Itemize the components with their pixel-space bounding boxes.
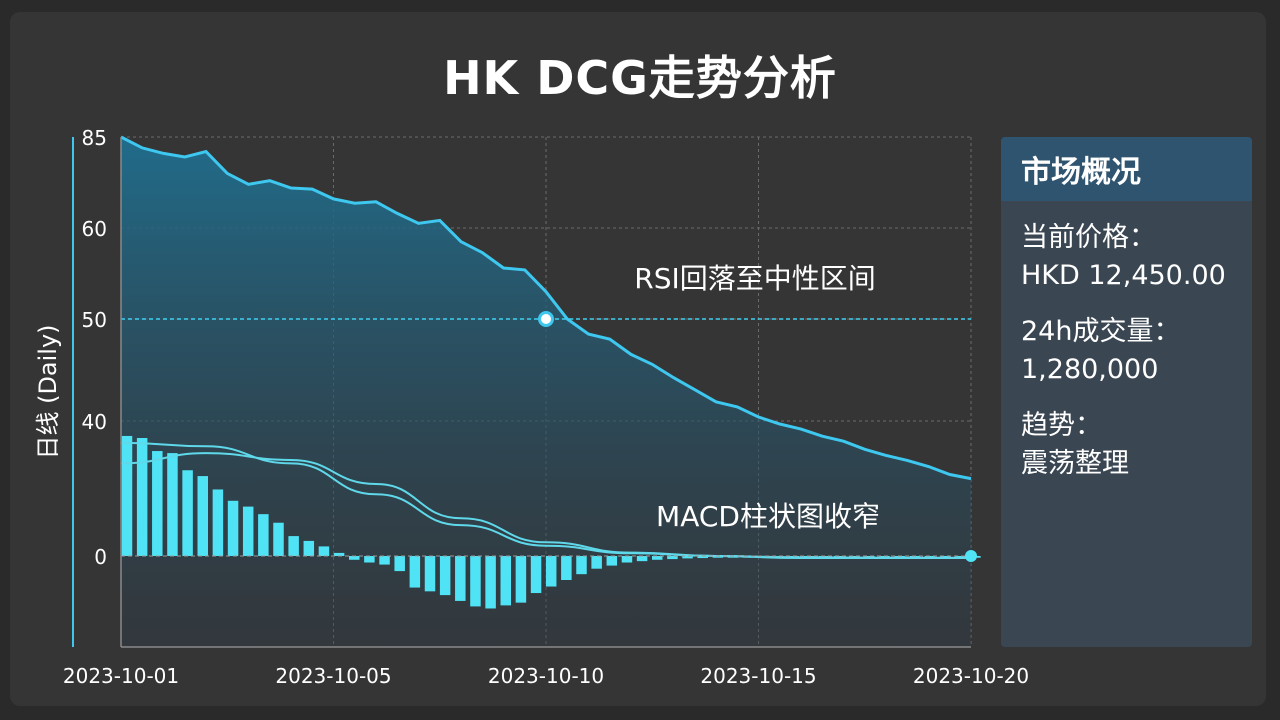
macd-bar: [288, 536, 299, 556]
x-tick-label: 2023-10-20: [913, 664, 1029, 688]
macd-bar: [212, 489, 224, 556]
macd-bar: [182, 470, 193, 556]
macd-layer: [120, 435, 981, 609]
macd-bar: [379, 556, 390, 565]
macd-bar: [470, 556, 481, 607]
macd-bar: [152, 451, 163, 556]
panel-body: 当前价格： HKD 12,450.00 24h成交量： 1,280,000 趋势…: [1001, 201, 1252, 483]
macd-bar: [333, 552, 345, 556]
macd-bar: [364, 556, 375, 563]
y-tick-label: 0: [94, 545, 107, 569]
y-axis-title: 日线 (Daily): [34, 324, 62, 459]
x-tick-label: 2023-10-10: [488, 664, 604, 688]
macd-bar: [197, 476, 208, 556]
macd-bar: [258, 514, 269, 556]
x-tick-label: 2023-10-05: [275, 664, 391, 688]
x-tick-label: 2023-10-15: [700, 664, 816, 688]
macd-bar: [515, 556, 527, 603]
macd-bar: [242, 506, 254, 556]
macd-bar: [500, 556, 511, 606]
macd-bar: [167, 453, 178, 556]
page-title: HK DCG走势分析: [443, 51, 837, 105]
rsi-layer: [120, 135, 972, 647]
macd-bar: [591, 556, 602, 569]
macd-bar: [455, 556, 466, 601]
macd-bar: [485, 556, 496, 609]
volume-value: 1,280,000: [1021, 354, 1159, 385]
macd-bar: [606, 556, 618, 566]
volume-label: 24h成交量：: [1021, 316, 1181, 347]
y-tick-label: 50: [82, 308, 107, 332]
x-tick-label: 2023-10-01: [63, 664, 179, 688]
macd-bar: [439, 556, 451, 596]
macd-bar: [394, 556, 405, 572]
volume-item: 24h成交量： 1,280,000: [1021, 313, 1252, 389]
y-tick-label: 60: [82, 217, 107, 241]
price-value: HKD 12,450.00: [1021, 260, 1226, 291]
axes: [72, 137, 971, 648]
labels: 85 60 50 40 0 2023-10-01 2023-10-05 2023-10-10 2…: [34, 126, 1029, 688]
macd-bar: [667, 556, 678, 560]
price-label: 当前价格：: [1021, 222, 1156, 253]
y-tick-label: 85: [82, 126, 107, 150]
price-item: 当前价格： HKD 12,450.00: [1021, 219, 1252, 295]
macd-bar: [227, 500, 239, 556]
macd-bar: [621, 556, 633, 563]
macd-bar: [652, 556, 663, 560]
trend-value: 震荡整理: [1021, 448, 1129, 479]
macd-end-marker: [965, 550, 977, 562]
macd-bar: [349, 556, 360, 560]
signal-line: [120, 452, 971, 559]
macd-bar: [318, 546, 330, 556]
macd-bar: [636, 556, 648, 562]
macd-bar: [576, 556, 587, 575]
macd-bar: [682, 556, 693, 559]
macd-bar: [561, 556, 572, 581]
macd-bar: [409, 556, 421, 588]
trend-label: 趋势：: [1021, 410, 1102, 441]
macd-bar: [697, 556, 708, 559]
macd-bar: [273, 522, 284, 556]
rsi-annotation: RSI回落至中性区间: [634, 262, 876, 295]
macd-bar: [121, 435, 133, 556]
rsi-marker: [538, 311, 554, 327]
macd-bar: [136, 438, 148, 556]
macd-bar: [545, 556, 557, 587]
y-tick-label: 40: [82, 410, 107, 434]
macd-bar: [424, 556, 436, 592]
rsi-area: [121, 137, 971, 647]
trend-item: 趋势： 震荡整理: [1021, 407, 1252, 483]
macd-bar: [530, 556, 542, 594]
panel-title: 市场概况: [1001, 137, 1252, 201]
macd-bar: [303, 540, 315, 556]
macd-annotation: MACD柱状图收窄: [656, 500, 880, 533]
market-overview-panel: 市场概况 当前价格： HKD 12,450.00 24h成交量： 1,280,0…: [1001, 137, 1252, 647]
rsi-line: [120, 135, 972, 481]
